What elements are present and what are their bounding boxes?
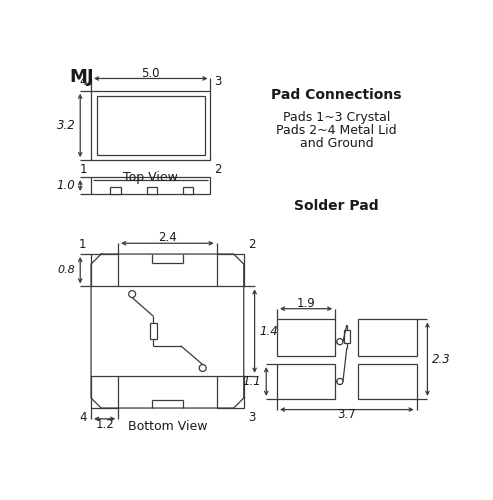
- Text: 2.4: 2.4: [158, 232, 177, 244]
- Text: 5.0: 5.0: [141, 66, 160, 80]
- Bar: [91, 376, 118, 408]
- Text: Pad Connections: Pad Connections: [272, 88, 402, 102]
- Text: 2.3: 2.3: [432, 352, 451, 366]
- Bar: [183, 187, 193, 194]
- Text: 1.2: 1.2: [95, 418, 114, 430]
- Text: Solder Pad: Solder Pad: [294, 200, 379, 213]
- Text: 2: 2: [214, 163, 222, 176]
- Text: 1.4: 1.4: [259, 324, 278, 338]
- Text: 3.7: 3.7: [338, 408, 356, 422]
- Text: 1.1: 1.1: [243, 375, 262, 388]
- Text: 3: 3: [214, 74, 222, 88]
- Bar: [277, 364, 335, 399]
- Bar: [147, 187, 157, 194]
- Bar: [358, 320, 417, 356]
- Text: 1.0: 1.0: [57, 179, 75, 192]
- Text: 1: 1: [79, 238, 86, 251]
- Text: Pads 1~3 Crystal: Pads 1~3 Crystal: [283, 112, 390, 124]
- Text: Top View: Top View: [123, 171, 178, 184]
- Bar: [91, 177, 211, 194]
- Bar: [277, 320, 335, 356]
- Text: 1.9: 1.9: [297, 297, 316, 310]
- Text: 3.2: 3.2: [57, 119, 75, 132]
- Bar: [358, 364, 417, 399]
- Text: and Ground: and Ground: [300, 138, 374, 150]
- Text: 4: 4: [80, 74, 87, 88]
- Bar: [91, 91, 211, 160]
- Text: 4: 4: [79, 411, 86, 424]
- Text: 0.8: 0.8: [58, 265, 75, 275]
- Text: MJ: MJ: [70, 68, 94, 86]
- Text: 3: 3: [248, 411, 256, 424]
- Text: Bottom View: Bottom View: [128, 420, 207, 434]
- Bar: [97, 96, 205, 154]
- Text: 2: 2: [248, 238, 256, 251]
- Text: Pads 2~4 Metal Lid: Pads 2~4 Metal Lid: [277, 124, 397, 138]
- Bar: [216, 376, 244, 408]
- Text: 1: 1: [80, 163, 87, 176]
- Bar: [344, 330, 350, 342]
- Bar: [216, 254, 244, 286]
- Bar: [110, 187, 120, 194]
- Bar: [150, 324, 157, 338]
- Bar: [91, 254, 118, 286]
